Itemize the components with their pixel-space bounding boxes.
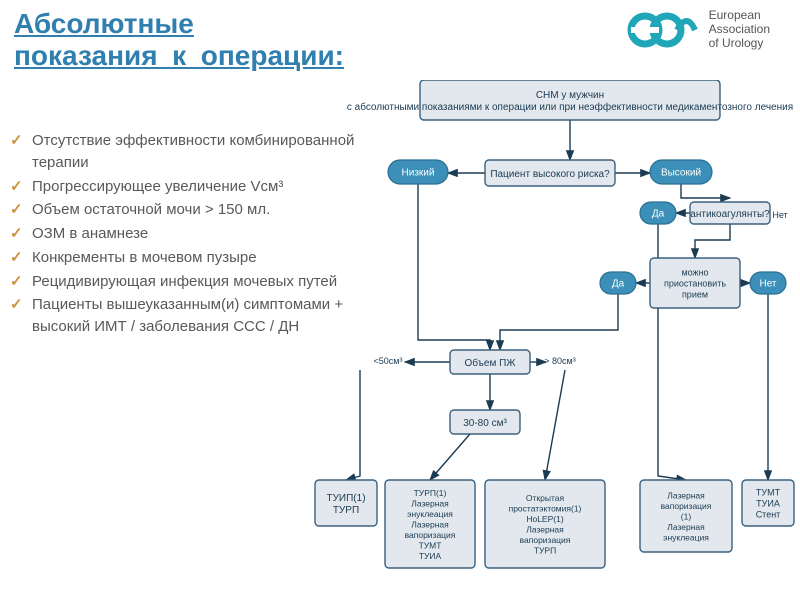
flow-edge — [500, 294, 618, 350]
svg-text:(1): (1) — [681, 511, 692, 521]
svg-text:ТУИА: ТУИА — [419, 551, 442, 561]
flow-edge — [681, 184, 730, 198]
flow-edge — [346, 370, 360, 480]
svg-text:Объем ПЖ: Объем ПЖ — [464, 357, 516, 369]
svg-text:вапоризация: вапоризация — [405, 530, 456, 540]
svg-text:HoLEP(1): HoLEP(1) — [526, 514, 563, 524]
svg-text:Лазерная: Лазерная — [526, 525, 564, 535]
svg-text:вапоризация: вапоризация — [520, 535, 571, 545]
svg-text:Лазерная: Лазерная — [411, 519, 449, 529]
flow-edge — [545, 370, 565, 480]
page-title: Абсолютные показания к операции: — [14, 8, 344, 72]
svg-text:приостановить: приостановить — [664, 279, 726, 289]
svg-text:Лазерная: Лазерная — [667, 522, 705, 532]
svg-text:антикоагулянты?: антикоагулянты? — [690, 209, 770, 220]
svg-text:ТУРП: ТУРП — [534, 546, 556, 556]
svg-text:Стент: Стент — [756, 510, 781, 520]
svg-text:Да: Да — [612, 279, 625, 290]
svg-text:Да: Да — [652, 209, 665, 220]
flow-label-lt50: <50см³ — [374, 356, 403, 366]
flowchart: СНМ у мужчинс абсолютными показаниями к … — [300, 80, 795, 590]
svg-text:ТУИА: ТУИА — [756, 499, 780, 509]
svg-text:Низкий: Низкий — [402, 168, 435, 179]
svg-text:ТУМТ: ТУМТ — [756, 488, 781, 498]
svg-text:с абсолютными показаниями к оп: с абсолютными показаниями к операции или… — [347, 101, 793, 113]
svg-text:простатэктомия(1): простатэктомия(1) — [509, 504, 582, 514]
eau-logo-icon — [623, 8, 701, 52]
svg-text:ТУРП(1): ТУРП(1) — [414, 488, 447, 498]
svg-text:можно: можно — [681, 268, 708, 278]
flow-edge — [430, 434, 470, 480]
svg-text:ТУИП(1): ТУИП(1) — [326, 493, 365, 504]
eau-logo: European Association of Urology — [623, 8, 770, 52]
svg-text:Нет: Нет — [759, 279, 776, 290]
svg-text:ТУРП: ТУРП — [333, 505, 359, 516]
flow-label-gt80: > 80см³ — [544, 356, 575, 366]
svg-text:ТУМТ: ТУМТ — [419, 540, 442, 550]
svg-text:прием: прием — [682, 290, 708, 300]
svg-text:Нет: Нет — [772, 210, 787, 220]
flow-edge — [695, 224, 730, 258]
svg-text:СНМ у мужчин: СНМ у мужчин — [536, 90, 604, 101]
svg-text:Открытая: Открытая — [526, 493, 565, 503]
svg-text:30-80 см³: 30-80 см³ — [463, 418, 507, 429]
svg-text:вапоризация: вапоризация — [661, 501, 712, 511]
svg-text:энуклеация: энуклеация — [407, 509, 453, 519]
eau-logo-text: European Association of Urology — [709, 9, 770, 50]
svg-text:энуклеация: энуклеация — [663, 532, 709, 542]
svg-text:Высокий: Высокий — [661, 168, 701, 179]
svg-text:Пациент высокого риска?: Пациент высокого риска? — [490, 169, 610, 180]
flow-edge — [418, 184, 490, 350]
svg-text:Лазерная: Лазерная — [411, 498, 449, 508]
svg-text:Лазерная: Лазерная — [667, 490, 705, 500]
